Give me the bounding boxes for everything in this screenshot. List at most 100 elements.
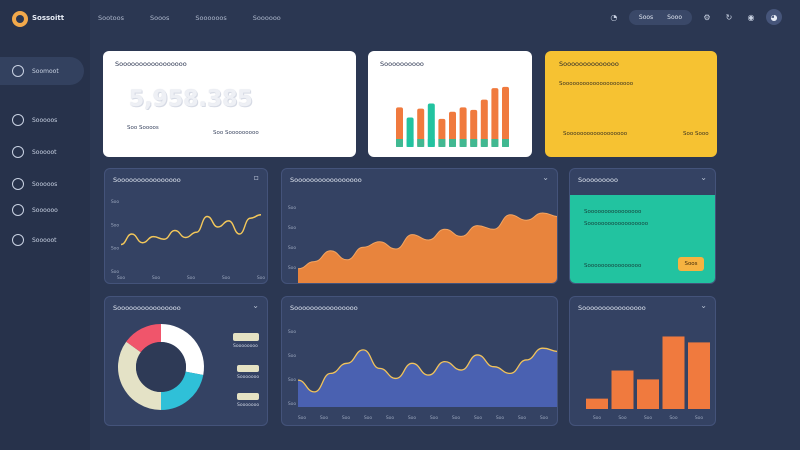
bar-mark (637, 379, 659, 409)
donut-slice (160, 371, 204, 410)
more-icon[interactable]: ▫ (253, 173, 259, 182)
card-title: Soooooooooo (380, 60, 424, 68)
donut-slice (160, 324, 204, 376)
teal-panel: Soooooooooooooooo Soooooooooooooooooo So… (570, 195, 715, 283)
topnav-item[interactable]: Sooos (149, 14, 170, 22)
bar-mark (470, 109, 478, 147)
area-line-chart: Soo Soo Soo Soo Soo Soo Soo Soo Soo Soo Soo Soo Soo S… (288, 329, 557, 421)
bar-base-mark (427, 139, 435, 147)
left-stat: Soo Soooos (127, 125, 159, 131)
x-tick-label: Soo (540, 415, 549, 421)
bar-base-mark (417, 139, 425, 147)
y-tick-label: Soo (111, 246, 120, 252)
legend-label: Sooooooo (237, 403, 260, 408)
x-tick-label: Soo (669, 415, 678, 421)
bell-icon[interactable]: ◔ (610, 12, 618, 22)
y-tick-label: Soo (288, 225, 297, 231)
bar-mark (586, 398, 608, 409)
sidebar-item[interactable]: Sooooos (0, 106, 84, 134)
more-icon[interactable]: ⌄ (700, 301, 707, 310)
bar-chart: Soo Soo Soo Soo Soo (586, 336, 710, 421)
donut-slice (118, 341, 162, 410)
sidebar-item[interactable]: Soomoot (0, 57, 84, 85)
x-tick-label: Soo (474, 415, 483, 421)
sidebar-item-label: Sooooos (32, 116, 58, 124)
more-icon[interactable]: ⌄ (700, 173, 707, 182)
teal-button[interactable]: Soos (678, 257, 704, 271)
bar-base-mark (406, 139, 414, 147)
bar-mark (459, 107, 467, 147)
refresh-icon[interactable]: ↻ (725, 12, 733, 22)
x-tick-label: Soo (222, 275, 231, 281)
area-series (298, 348, 557, 407)
top-navigation: Sootoos Sooos Soooooos Soooooo (98, 14, 281, 22)
card-title: Soooooooooooooooo (578, 304, 646, 312)
donut-chart (118, 324, 204, 410)
teal-line: Soooooooooooooooo (584, 209, 642, 215)
area-chart-card: Sooooooooooooooooo ⌄ Soo Soo Soo Soo (281, 168, 558, 284)
topnav-item[interactable]: Sootoos (98, 14, 124, 22)
y-tick-label: Soo (288, 265, 297, 271)
x-tick-label: Soo (257, 275, 266, 281)
bar-chart-card: Soooooooooooooooo ⌄ Soo Soo Soo Soo Soo (569, 296, 716, 426)
bar-mark (491, 88, 499, 147)
avatar[interactable]: ◕ (766, 9, 782, 25)
total-value: 5,958.385 (129, 87, 253, 112)
more-icon[interactable]: ⌄ (252, 301, 259, 310)
settings-icon (12, 204, 24, 216)
bar-base-mark (491, 139, 499, 147)
mini-bar-chart (396, 86, 509, 147)
topnav-item[interactable]: Soooooo (252, 14, 281, 22)
refresh-icon (12, 178, 24, 190)
x-tick-label: Soo (593, 415, 602, 421)
x-tick-label: Soo (518, 415, 527, 421)
sidebar: Sossoitt Soomoot Sooooos Sooooot Sooooos Soo… (0, 0, 90, 450)
teal-card: Sooooooooo ⌄ Soooooooooooooooo Soooooooo… (569, 168, 716, 284)
card-title: Soooooooooooooo (559, 60, 619, 68)
y-tick-label: Soo (111, 269, 120, 275)
sidebar-item-label: Sooooot (32, 236, 57, 244)
right-stat: Soo Sooooooooo (213, 130, 259, 136)
area-chart: Soo Soo Soo Soo (288, 205, 557, 283)
bar-mark (611, 370, 634, 409)
x-tick-label: Soo (117, 275, 126, 281)
card-title: Soooooooooooooooo (113, 176, 181, 184)
notification-icon[interactable]: ◉ (747, 12, 755, 22)
settings-icon[interactable]: ⚙ (703, 12, 711, 22)
x-tick-label: Soo (452, 415, 461, 421)
y-tick-label: Soo (288, 377, 297, 383)
yellow-card: Soooooooooooooo Sooooooooooooooooooooo S… (545, 51, 717, 157)
more-icon[interactable]: ⌄ (542, 173, 549, 182)
card-title: Sooooooooooooooooo (290, 176, 362, 184)
y-tick-label: Soo (288, 329, 297, 335)
bar-mark (427, 103, 435, 147)
bar-mark (417, 108, 425, 147)
card-title: Sooooooooo (578, 176, 618, 184)
bar-base-mark (480, 139, 488, 147)
series-line (120, 214, 262, 246)
teal-line: Soooooooooooooooo (584, 263, 642, 269)
sidebar-item[interactable]: Sooooot (0, 138, 84, 166)
y-tick-label: Soo (288, 205, 297, 211)
sidebar-item[interactable]: Sooooos (0, 170, 84, 198)
sidebar-item[interactable]: Soooooo (0, 196, 84, 224)
toggle-option[interactable]: Soos (638, 13, 654, 21)
chart-icon (12, 146, 24, 158)
x-tick-label: Soo (386, 415, 395, 421)
x-tick-label: Soo (695, 415, 704, 421)
legend-item (233, 333, 259, 341)
bar-mark (688, 342, 710, 409)
total-card: Sooooooooooooooooo 5,958.385 Soo Soooos … (103, 51, 356, 157)
toggle-option[interactable]: Sooo (667, 13, 682, 21)
sidebar-item[interactable]: Sooooot (0, 226, 84, 254)
card-title: Soooooooooooooooo (113, 304, 181, 312)
legend-label: Sooooooo (237, 375, 260, 380)
bar-base-mark (449, 139, 456, 147)
x-tick-label: Soo (187, 275, 196, 281)
people-icon (12, 114, 24, 126)
topnav-item[interactable]: Soooooos (195, 14, 227, 22)
y-tick-label: Soo (288, 401, 297, 407)
x-tick-label: Soo (644, 415, 653, 421)
legend-item (237, 393, 259, 400)
